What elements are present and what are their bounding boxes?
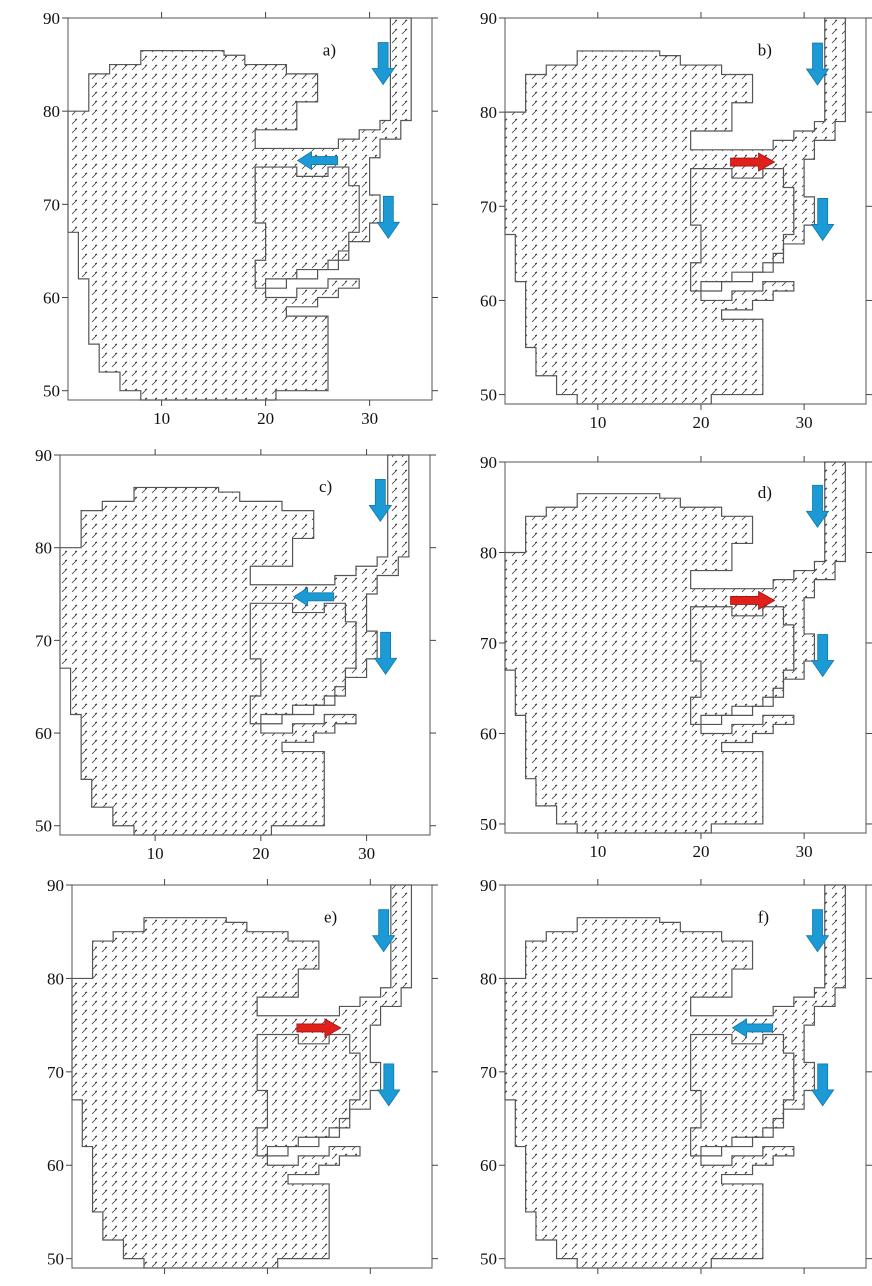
x-tick-label: 10 [153,409,170,428]
x-tick-label: 30 [796,413,813,432]
island [249,602,357,725]
y-tick-label: 60 [480,291,497,310]
y-tick-label: 70 [47,1063,64,1082]
flow-arrow [805,42,830,86]
y-tick-label: 60 [480,724,497,743]
panel: 50 60 70 80 90 10 20 30 c) [35,446,436,863]
flow-arrow [730,152,776,172]
flow-arrow [731,1018,773,1038]
flow-arrow [371,42,395,86]
x-tick-label: 10 [589,413,606,432]
y-tick-label: 90 [480,876,497,895]
island [256,1033,361,1157]
x-tick-label: 30 [358,844,375,863]
basin-outline [504,17,846,405]
flow-arrow [292,587,335,607]
panel-label: c) [319,477,332,496]
panel-label: d) [758,483,772,502]
y-tick-label: 90 [480,453,497,472]
flow-arrow [810,634,835,678]
y-tick-label: 70 [35,631,52,650]
y-tick-label: 90 [35,446,52,465]
x-tick-label: 20 [252,844,269,863]
x-tick-label: 10 [147,844,164,863]
y-tick-label: 50 [47,1250,64,1269]
x-tick-label: 30 [362,1277,379,1281]
panel: 50 60 70 80 90 10 20 30 b) [480,9,872,432]
island [690,606,795,726]
flow-arrow [805,909,830,953]
panel: 50 60 70 80 90 10 20 30 d) [480,453,872,861]
flow-arrow [296,1018,342,1038]
x-tick-label: 20 [257,409,274,428]
y-tick-label: 50 [35,817,52,836]
y-tick-label: 70 [480,197,497,216]
panel: 50 60 70 80 90 10 20 30 e) [47,876,438,1286]
flow-arrow [730,590,776,611]
panel: 50 60 70 80 90 10 20 30 f) [480,876,872,1286]
flow-arrow [373,631,398,675]
panel-label: a) [323,40,336,59]
y-tick-label: 70 [43,195,60,214]
y-tick-label: 70 [480,634,497,653]
flow-arrow [810,1063,835,1107]
flow-arrow [805,484,830,528]
x-tick-label: 10 [589,842,606,861]
y-tick-label: 90 [43,9,60,28]
flow-arrow [377,1063,401,1107]
y-tick-label: 50 [480,1250,497,1269]
basin-outline [67,17,412,401]
y-tick-label: 60 [35,724,52,743]
y-tick-label: 50 [480,815,497,834]
x-tick-label: 20 [259,1277,276,1281]
panel-label: b) [758,41,772,60]
flow-arrow [371,909,396,953]
y-tick-label: 80 [43,102,60,121]
x-tick-label: 10 [156,1277,173,1281]
x-tick-label: 20 [692,413,709,432]
basin-outline [71,884,413,1269]
y-tick-label: 90 [480,9,497,28]
flow-arrow [376,195,401,240]
y-tick-label: 80 [47,969,64,988]
x-tick-label: 20 [692,842,709,861]
y-tick-label: 80 [480,103,497,122]
y-tick-label: 90 [47,876,64,895]
island [254,166,360,289]
y-tick-label: 50 [43,382,60,401]
flow-arrow [368,478,393,523]
basin-outline [504,884,846,1269]
x-tick-label: 30 [361,409,378,428]
island [690,1033,795,1157]
y-tick-label: 60 [47,1156,64,1175]
x-tick-label: 30 [796,1277,813,1281]
island [690,168,795,292]
y-tick-label: 60 [480,1156,497,1175]
y-tick-label: 80 [480,543,497,562]
x-tick-label: 10 [589,1277,606,1281]
flow-arrow [296,150,338,171]
panel-label: e) [324,907,337,926]
y-tick-label: 60 [43,289,60,308]
panel-label: f) [758,907,769,926]
x-tick-label: 20 [692,1277,709,1281]
y-tick-label: 80 [35,539,52,558]
basin-outline [59,454,410,836]
y-tick-label: 70 [480,1063,497,1082]
y-tick-label: 80 [480,969,497,988]
panel: 50 60 70 80 90 10 20 30 a) [43,9,438,428]
y-tick-label: 50 [480,386,497,405]
x-tick-label: 30 [796,842,813,861]
flow-arrow [810,198,835,242]
basin-outline [504,461,846,834]
